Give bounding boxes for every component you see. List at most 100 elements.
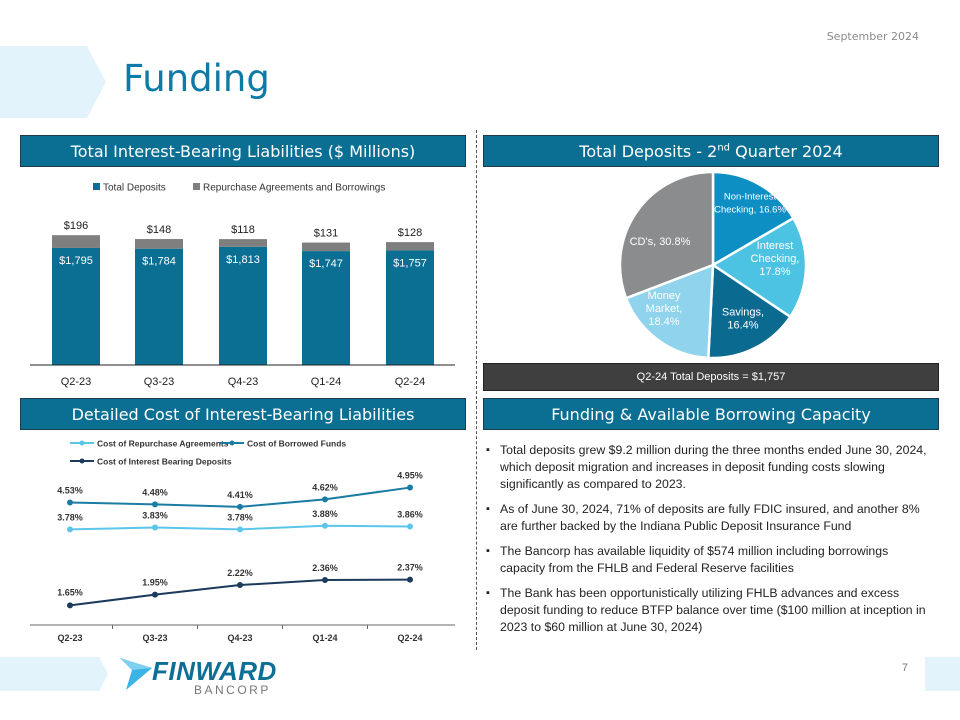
section-header-capacity: Funding & Available Borrowing Capacity	[483, 398, 939, 430]
bar-borrowings	[386, 242, 434, 251]
section-header-liabilities: Total Interest-Bearing Liabilities ($ Mi…	[20, 135, 466, 167]
bar-deposits	[135, 248, 183, 365]
legend-label: Cost of Interest Bearing Deposits	[97, 457, 232, 467]
legend-label: Repurchase Agreements and Borrowings	[203, 183, 385, 194]
x-tick-label: Q4-23	[228, 376, 259, 388]
bar-label-borrowings: $196	[64, 220, 88, 232]
x-tick-label: Q1-24	[312, 633, 337, 643]
legend-marker	[229, 440, 235, 446]
bullet-item: The Bancorp has available liquidity of $…	[486, 543, 936, 577]
data-label: 3.78%	[57, 512, 83, 522]
series-line	[69, 524, 411, 531]
legend-swatch	[193, 183, 200, 190]
series-line	[69, 578, 411, 607]
data-label: 4.53%	[57, 486, 83, 496]
section-title: Funding & Available Borrowing Capacity	[551, 404, 871, 424]
footer-chevron-decoration	[0, 657, 108, 691]
bar-label-deposits: $1,757	[393, 257, 427, 269]
pie-slice	[624, 263, 715, 360]
data-point	[322, 577, 328, 584]
bar-label-borrowings: $118	[231, 224, 255, 236]
legend-marker	[79, 458, 85, 464]
pie-label: CD's, 30.8%	[630, 236, 691, 248]
data-point	[152, 524, 158, 531]
total-deposits-label: Q2-24 Total Deposits = $1,757	[636, 371, 786, 383]
page-title: Funding	[123, 57, 270, 100]
report-date: September 2024	[826, 30, 919, 43]
data-label: 1.95%	[142, 578, 168, 588]
bar-deposits	[302, 251, 350, 365]
pie-slice	[710, 216, 808, 319]
bar-borrowings	[52, 235, 100, 248]
logo-arrow-icon	[120, 658, 152, 690]
logo-name: FINWARD	[152, 656, 277, 686]
data-point	[152, 501, 158, 508]
pie-label: Interest Checking, 17.8%	[751, 240, 800, 278]
bar-deposits	[219, 246, 267, 365]
pie-slice	[707, 262, 792, 360]
data-point	[322, 496, 328, 503]
pie-label: Money Market, 18.4%	[646, 290, 683, 328]
data-label: 4.41%	[227, 490, 253, 500]
logo-subname: BANCORP	[194, 683, 271, 697]
data-point	[237, 526, 243, 533]
bar-deposits	[52, 247, 100, 365]
data-point	[67, 499, 73, 506]
data-label: 4.62%	[312, 482, 338, 492]
data-point	[407, 523, 413, 530]
bar-label-deposits: $1,747	[309, 258, 343, 270]
x-tick-label: Q4-23	[227, 633, 252, 643]
legend-marker	[79, 440, 85, 446]
x-tick-label: Q2-24	[395, 376, 426, 388]
bullet-item: Total deposits grew $9.2 million during …	[486, 442, 936, 493]
footer-right-decoration	[925, 657, 960, 691]
column-divider	[476, 130, 477, 650]
bullet-item: The Bank has been opportunistically util…	[486, 585, 936, 636]
data-point	[67, 602, 73, 609]
section-header-deposits: Total Deposits - 2nd Quarter 2024	[483, 135, 939, 167]
legend-label: Cost of Borrowed Funds	[247, 439, 346, 449]
data-label: 2.22%	[227, 568, 253, 578]
pie-label: Non-Interest Checking, 16.6%	[714, 192, 786, 216]
bar-label-borrowings: $131	[314, 228, 338, 240]
data-point	[407, 576, 413, 583]
bar-borrowings	[219, 239, 267, 247]
page-number: 7	[901, 662, 908, 674]
series-line	[69, 486, 411, 508]
section-title: Total Interest-Bearing Liabilities ($ Mi…	[70, 141, 416, 161]
bar-label-borrowings: $128	[398, 227, 422, 239]
x-tick-label: Q2-23	[61, 376, 92, 388]
bar-deposits	[386, 250, 434, 365]
header-chevron-decoration	[0, 46, 106, 118]
bar-label-deposits: $1,795	[59, 255, 93, 267]
data-point	[407, 484, 413, 491]
x-tick-label: Q2-23	[57, 633, 82, 643]
legend-label: Cost of Repurchase Agreements	[97, 439, 229, 449]
legend-label: Total Deposits	[103, 183, 166, 194]
x-tick-label: Q1-24	[311, 376, 342, 388]
data-point	[237, 582, 243, 589]
bar-label-deposits: $1,784	[142, 256, 176, 268]
bar-borrowings	[135, 239, 183, 249]
pie-slice	[711, 170, 796, 268]
x-tick-label: Q3-23	[142, 633, 167, 643]
section-title: Detailed Cost of Interest-Bearing Liabil…	[71, 404, 415, 424]
data-label: 1.65%	[57, 587, 83, 597]
data-label: 3.83%	[142, 511, 168, 521]
legend-swatch	[93, 183, 100, 190]
bar-label-borrowings: $148	[147, 224, 171, 236]
data-label: 4.95%	[397, 471, 423, 481]
data-point	[237, 503, 243, 510]
data-label: 3.88%	[312, 509, 338, 519]
x-tick-label: Q2-24	[397, 633, 422, 643]
data-label: 3.78%	[227, 512, 253, 522]
capacity-bullets: Total deposits grew $9.2 million during …	[486, 442, 936, 644]
section-header-cost: Detailed Cost of Interest-Bearing Liabil…	[20, 398, 466, 430]
pie-slice	[618, 170, 715, 300]
bullet-item: As of June 30, 2024, 71% of deposits are…	[486, 501, 936, 535]
data-point	[322, 522, 328, 529]
data-label: 2.37%	[397, 563, 423, 573]
total-deposits-banner: Q2-24 Total Deposits = $1,757	[483, 363, 939, 391]
x-tick-label: Q3-23	[144, 376, 175, 388]
section-title: Total Deposits - 2nd Quarter 2024	[579, 141, 843, 161]
